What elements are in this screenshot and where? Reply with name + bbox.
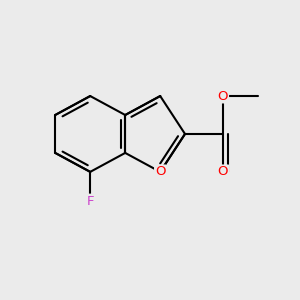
Text: O: O — [218, 165, 228, 178]
Text: F: F — [86, 194, 94, 208]
Text: O: O — [218, 89, 228, 103]
Text: O: O — [155, 165, 166, 178]
